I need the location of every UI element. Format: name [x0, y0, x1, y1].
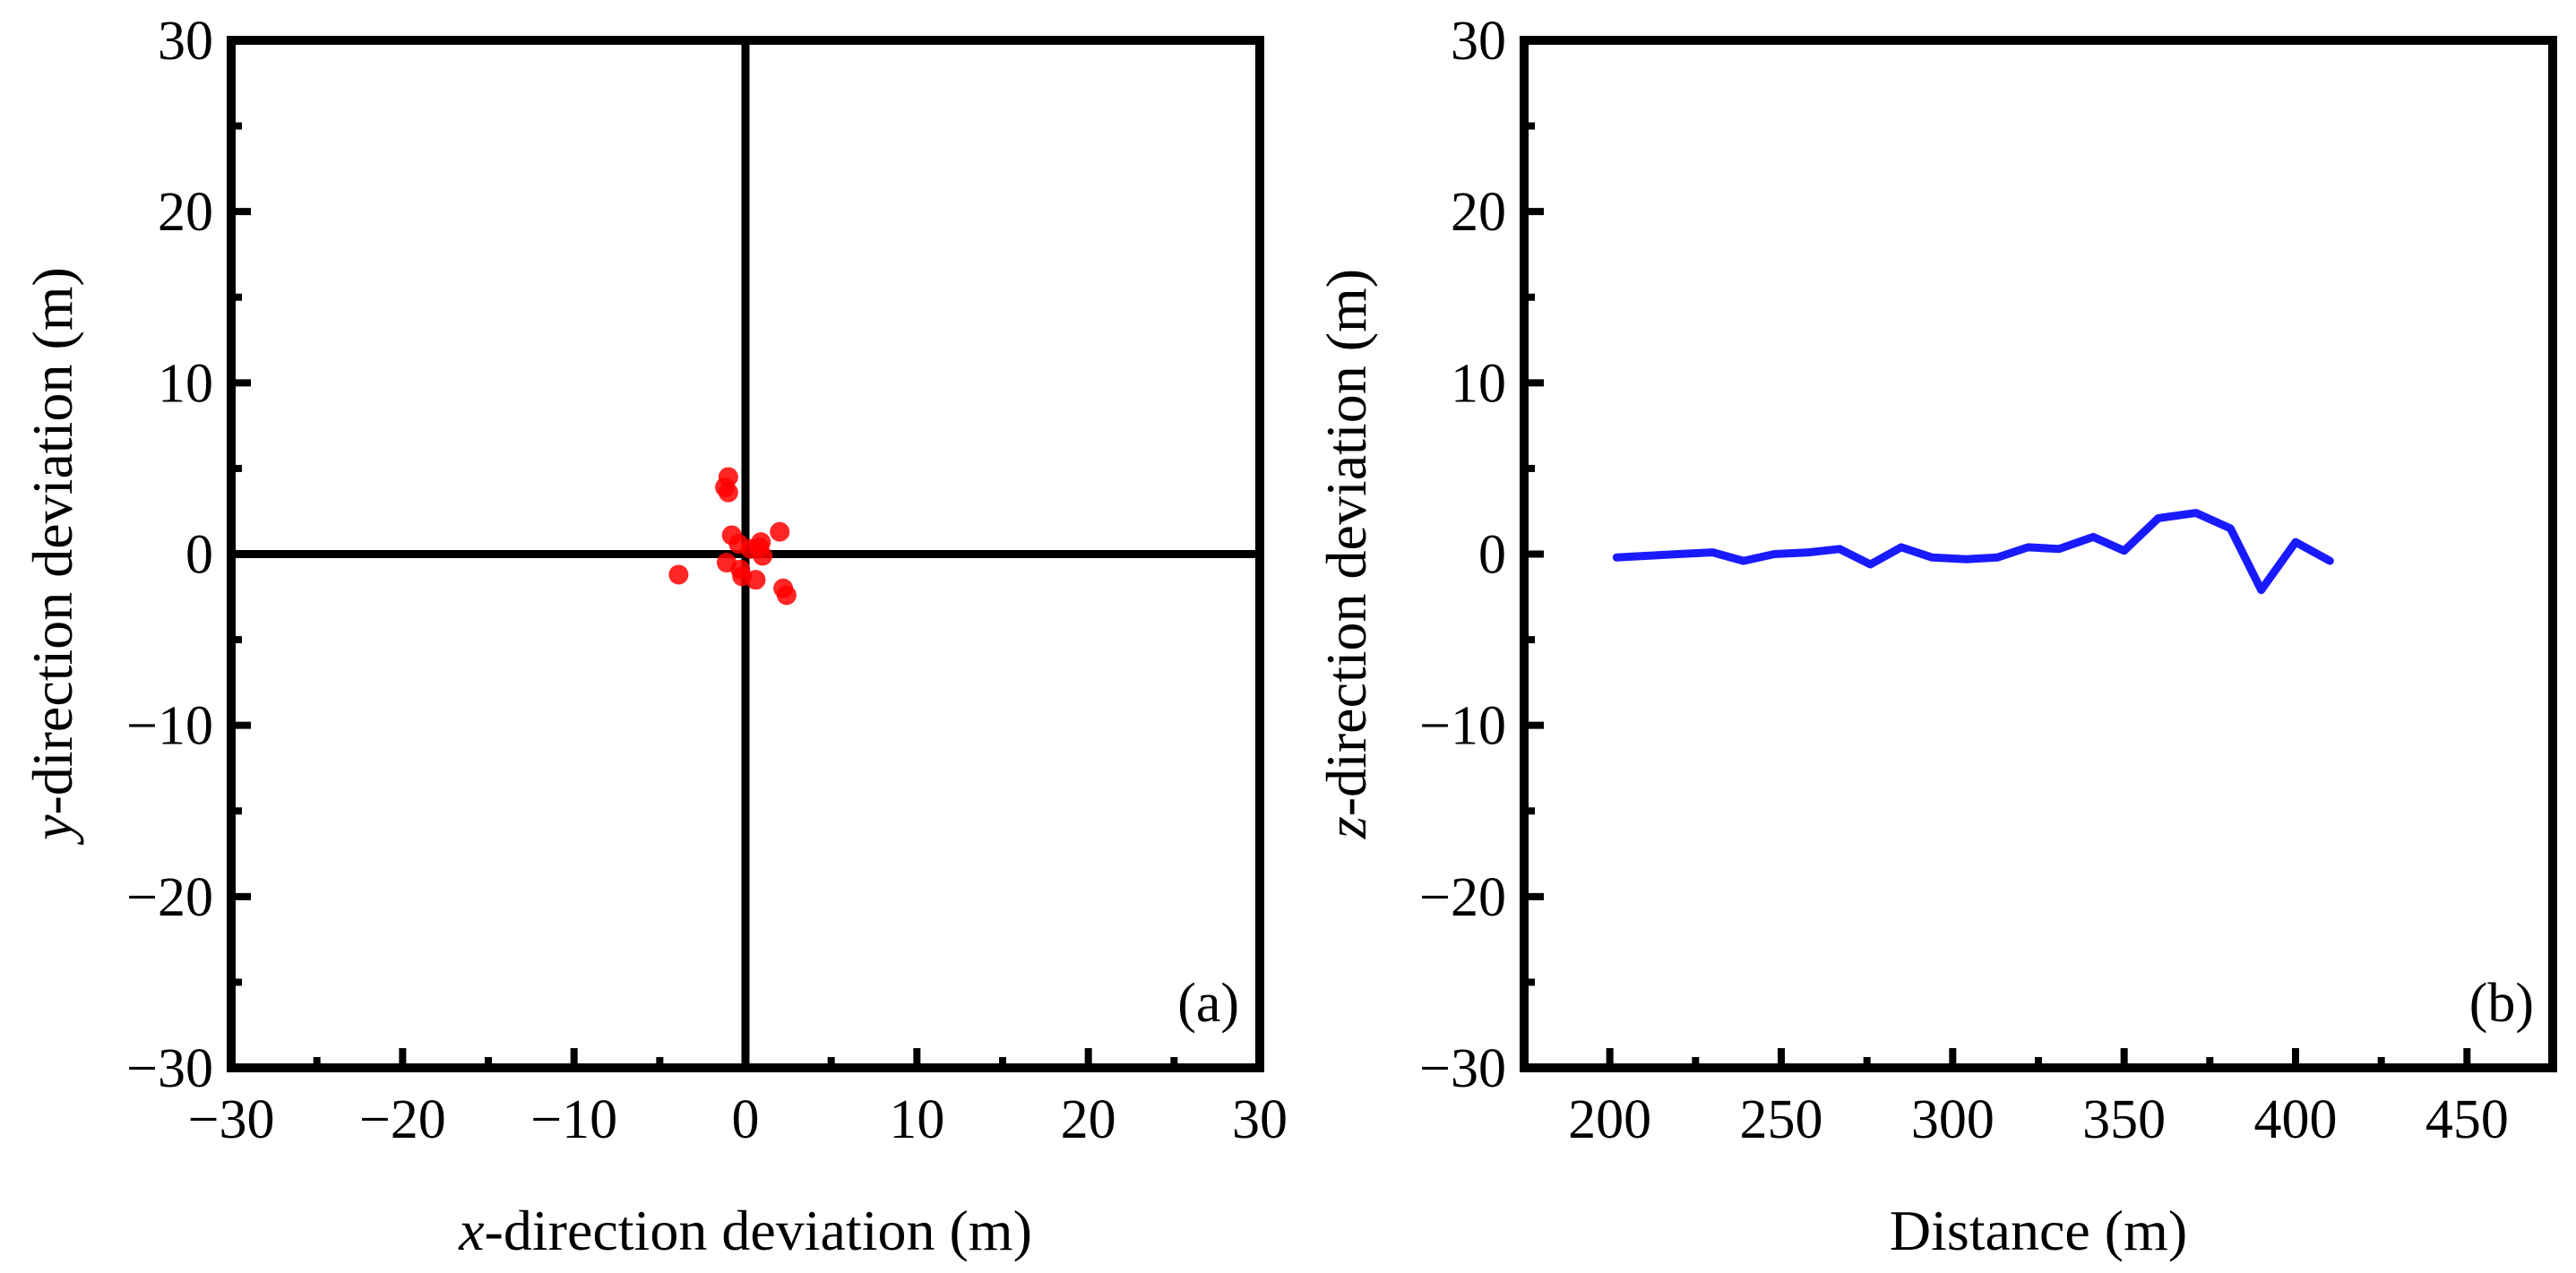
x-tick-label: 300: [1911, 1089, 1994, 1150]
panel-a-y-axis-title: y-direction deviation (m): [21, 267, 84, 846]
y-tick-label: −10: [1419, 696, 1506, 757]
y-tick-label: 20: [1451, 182, 1506, 243]
y-tick-label: 0: [1478, 525, 1506, 586]
y-tick-label: −20: [1419, 867, 1506, 928]
panel-b-series: [1612, 509, 2334, 595]
series-line: [1612, 509, 2334, 595]
panel-b-ticks: [1524, 37, 2471, 1071]
panel-b-x-axis-title: Distance (m): [1890, 1199, 2187, 1262]
x-tick-label: −20: [359, 1089, 446, 1150]
scatter-point: [751, 532, 771, 553]
y-tick-label: −30: [1419, 1038, 1506, 1099]
scatter-point: [776, 585, 797, 606]
panel-b-label: (b): [2469, 973, 2534, 1034]
panel-a-tick-labels: −30 −20 −10 0 10 20 30 −30 −20 −10 0 10 20 30: [126, 11, 1288, 1150]
x-tick-label: 250: [1740, 1089, 1823, 1150]
x-tick-label: 30: [1232, 1089, 1288, 1150]
x-tick-label: 0: [732, 1089, 760, 1150]
scatter-point: [718, 482, 738, 503]
x-tick-label: 350: [2082, 1089, 2166, 1150]
y-tick-label: 10: [1451, 353, 1506, 414]
x-tick-label: 10: [889, 1089, 944, 1150]
x-tick-label: 200: [1568, 1089, 1651, 1150]
y-tick-label: 10: [158, 353, 213, 414]
y-tick-label: −20: [126, 867, 213, 928]
y-tick-label: 30: [1451, 11, 1506, 72]
scatter-point: [668, 564, 689, 585]
x-tick-label: 450: [2425, 1089, 2509, 1150]
scatter-point: [730, 559, 751, 580]
y-tick-label: 20: [158, 182, 213, 243]
panel-b-tick-labels: 200 250 300 350 400 450 −30 −20 −10 0 10 20 30: [1419, 11, 2509, 1150]
panel-a-label: (a): [1177, 973, 1239, 1034]
y-tick-label: 0: [185, 525, 213, 586]
x-tick-label: 400: [2254, 1089, 2338, 1150]
x-tick-label: −10: [530, 1089, 617, 1150]
scatter-point: [770, 521, 790, 542]
y-tick-label: −10: [126, 696, 213, 757]
x-tick-label: 20: [1061, 1089, 1116, 1150]
panel-a-points: [668, 467, 797, 606]
x-tick-label: −30: [188, 1089, 275, 1150]
panel-b-z-deviation-line: 200 250 300 350 400 450 −30 −20 −10 0 10 20 30 (b) D…: [1314, 11, 2557, 1262]
panel-a-x-axis-title: x-direction deviation (m): [458, 1199, 1032, 1262]
y-tick-label: 30: [158, 11, 213, 72]
y-tick-label: −30: [126, 1038, 213, 1099]
panel-a-xy-deviation-scatter: −30 −20 −10 0 10 20 30 −30 −20 −10 0 10 20 30 (a) x-d…: [21, 11, 1288, 1262]
panel-a-ticks: [228, 37, 1263, 1071]
panel-b-y-axis-title: z-direction deviation (m): [1314, 269, 1378, 839]
